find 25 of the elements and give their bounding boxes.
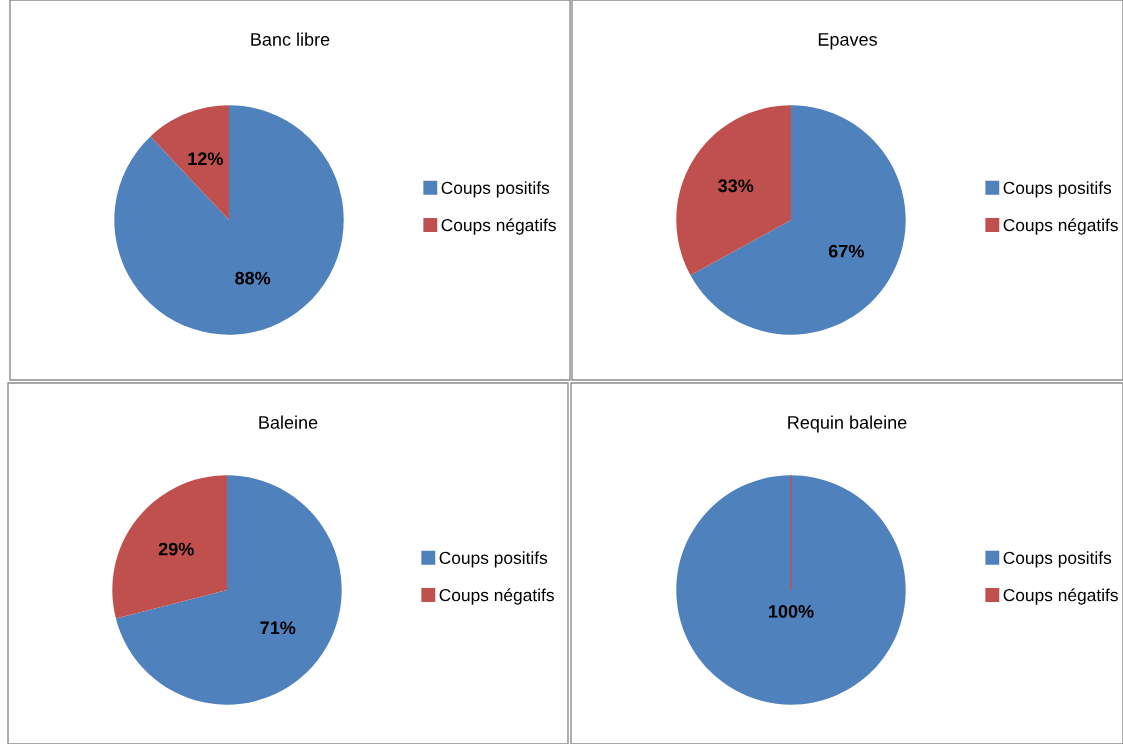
chart-title: Epaves: [818, 33, 877, 50]
data-label: 100%: [769, 605, 814, 618]
chart-title: Baleine: [259, 415, 318, 429]
pie-slice: [115, 475, 342, 705]
pie-slice: [150, 105, 229, 220]
legend-label: Coups positifs: [1003, 181, 1112, 198]
data-label: 88%: [235, 271, 271, 285]
data-label: 33%: [718, 179, 754, 193]
data-label: 12%: [188, 152, 223, 166]
pie-slice: [114, 105, 344, 335]
legend-label: Coups négatifs: [441, 218, 556, 235]
data-label: 71%: [260, 621, 296, 635]
legend-label: Coups négatifs: [439, 588, 554, 605]
legend-label: Coups positifs: [439, 551, 548, 568]
data-label: 29%: [158, 542, 194, 556]
legend-label: Coups positifs: [441, 181, 550, 198]
pie-slice: [690, 105, 906, 335]
legend-label: Coups négatifs: [1003, 588, 1118, 605]
data-label: 67%: [828, 244, 864, 258]
chart-title: Banc libre: [251, 32, 330, 46]
pie-slice: [676, 105, 791, 276]
chart-title: Requin baleine: [788, 415, 907, 433]
legend-label: Coups positifs: [1003, 551, 1112, 568]
legend-label: Coups négatifs: [1003, 218, 1118, 235]
pie-slice: [112, 475, 227, 619]
